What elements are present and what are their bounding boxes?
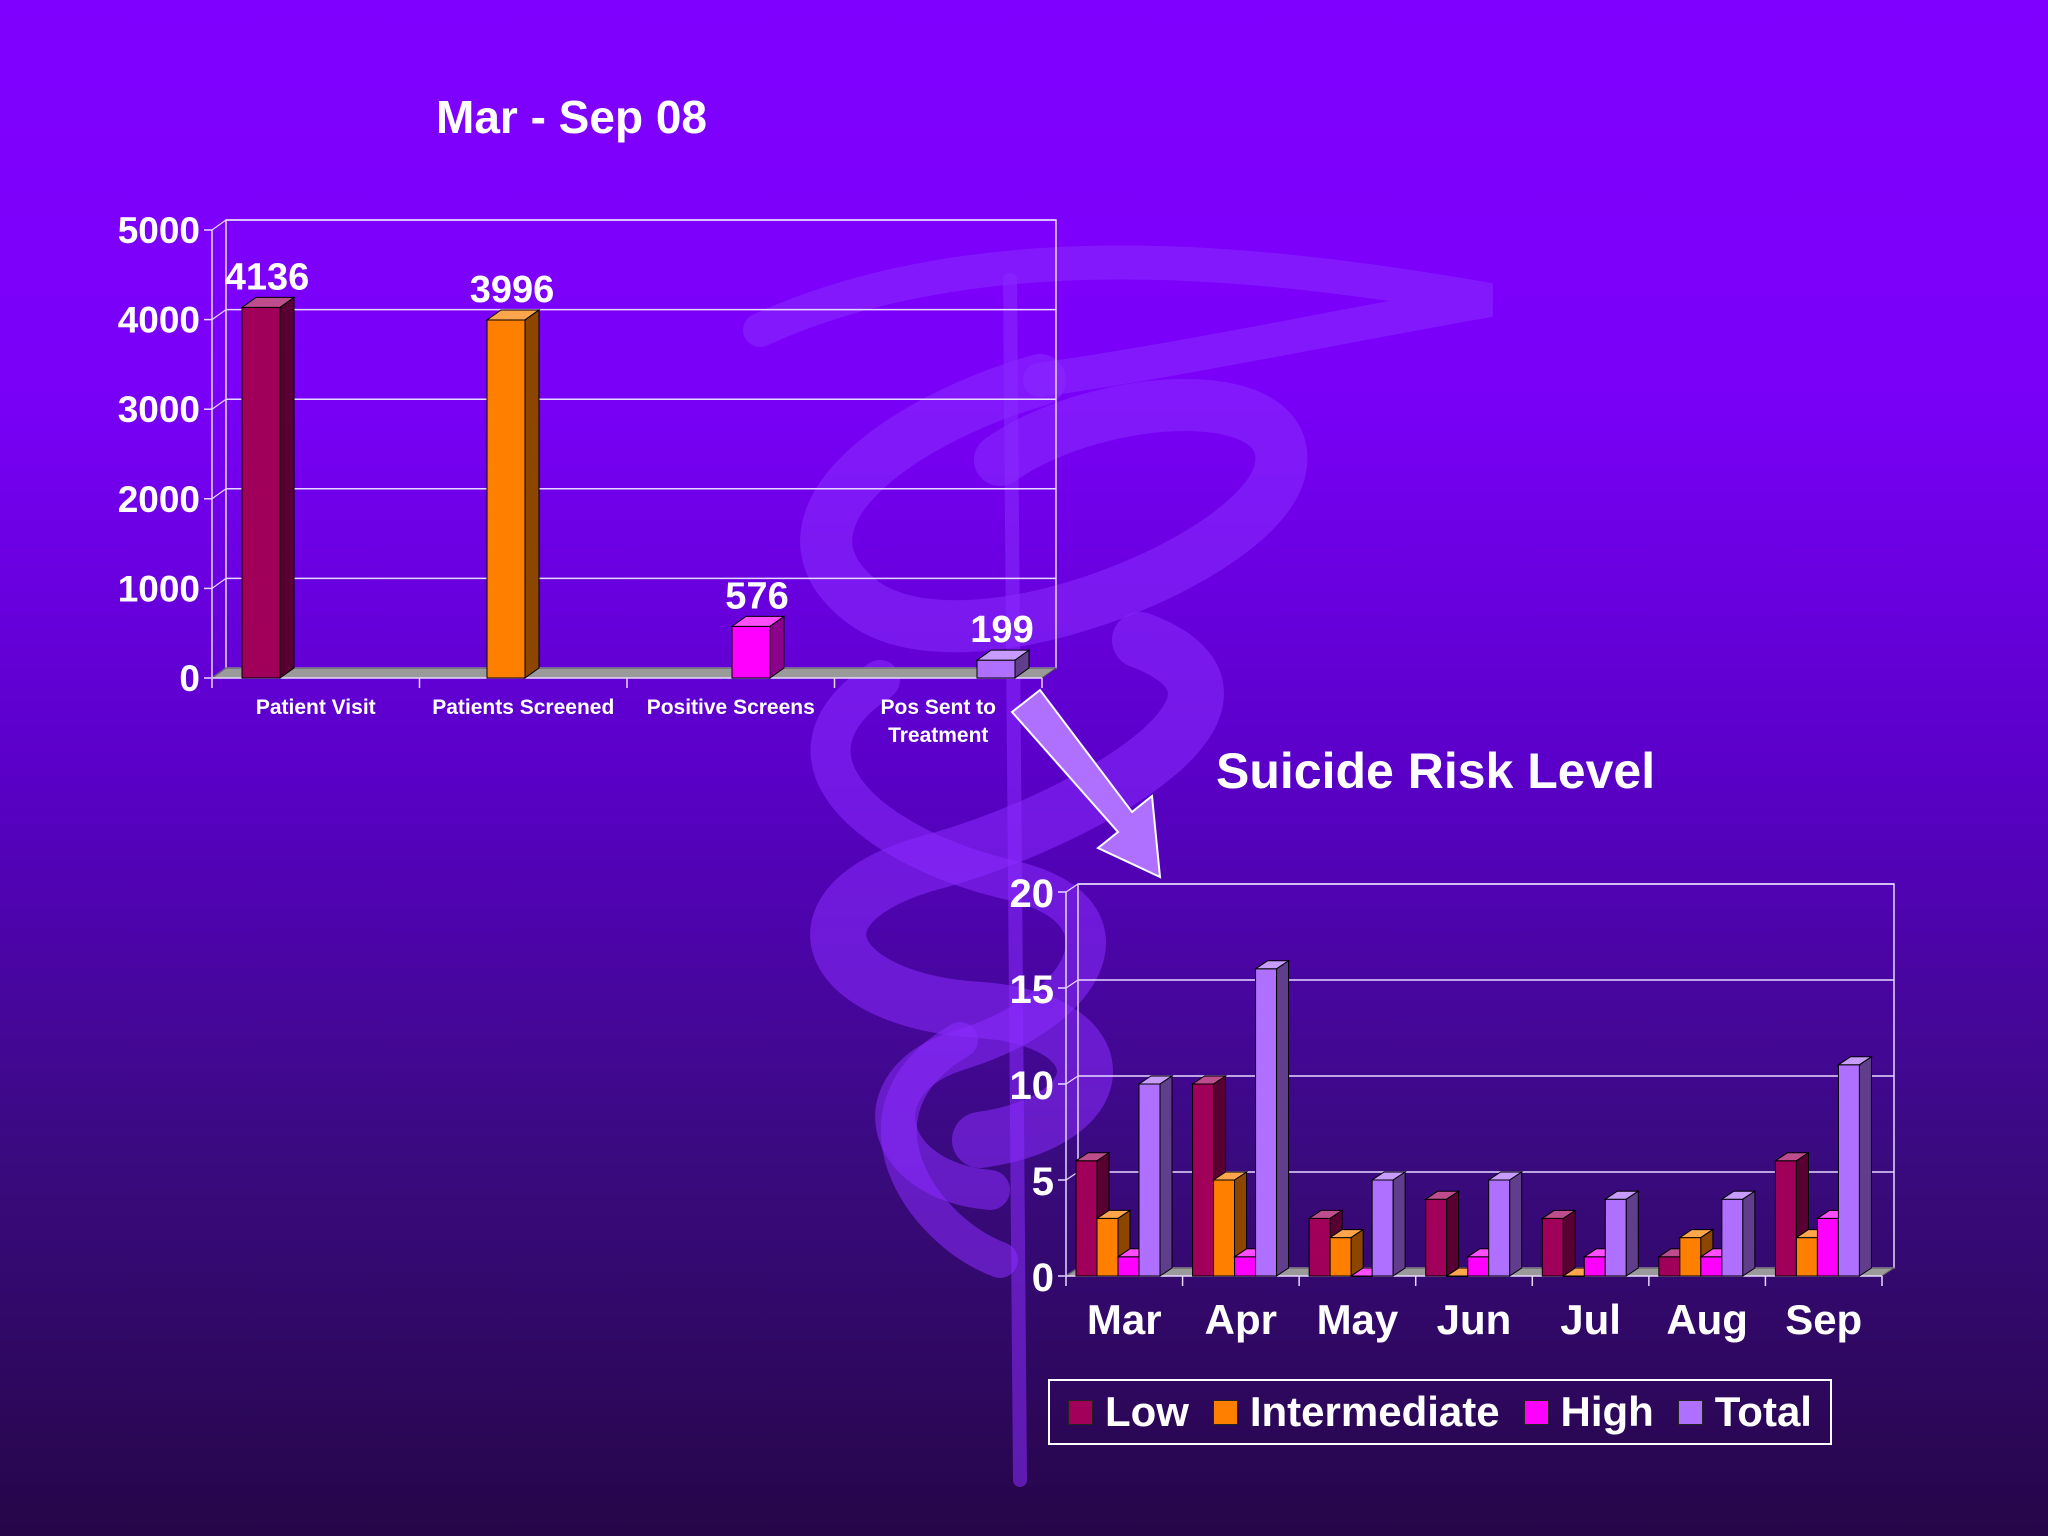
chart2-x-tick-label: May xyxy=(1317,1296,1399,1343)
chart1-x-tick-label: Pos Sent to Treatment xyxy=(880,696,996,747)
chart2-bar-total xyxy=(1836,1055,1874,1277)
chart1-bar xyxy=(975,649,1031,679)
chart1-y-tick-label: 5000 xyxy=(118,210,200,251)
chart1-tick-diag xyxy=(211,309,227,321)
chart1-tick-diag xyxy=(211,577,227,589)
chart2-y-tick-label: 10 xyxy=(1010,1064,1055,1108)
chart1-y-tick-label: 1000 xyxy=(118,568,200,609)
chart1-y-tick-label: 2000 xyxy=(118,479,200,520)
chart2-y-tick-label: 20 xyxy=(1010,872,1055,916)
chart2-bar-total-side xyxy=(1742,1190,1756,1277)
chart2-bar-total xyxy=(1603,1190,1640,1277)
chart1-x-tick-label: Positive Screens xyxy=(647,696,815,719)
chart2-bar-total xyxy=(1720,1190,1757,1277)
chart1-title: Mar - Sep 08 xyxy=(436,91,707,143)
chart2-tick-diag xyxy=(1065,1075,1079,1085)
chart2-legend: Low Intermediate High Total xyxy=(1048,1379,1832,1445)
chart2-y-tick-label: 5 xyxy=(1032,1160,1054,1204)
chart1-bar-front xyxy=(731,625,771,679)
chart1-data-label: 199 xyxy=(970,609,1033,651)
chart2-bar-total-side xyxy=(1858,1055,1872,1277)
chart1-bar-side xyxy=(524,308,540,679)
chart1-bar-front xyxy=(486,319,526,679)
chart1-data-label: 3996 xyxy=(470,269,555,311)
chart2-x-tick-label: Mar xyxy=(1087,1296,1162,1343)
chart2-bar-total xyxy=(1253,959,1291,1277)
chart1-bar-front xyxy=(241,306,281,679)
chart1-x-tick-label-line: Patient Visit xyxy=(256,696,376,719)
chart2-x-tick-label: Sep xyxy=(1785,1296,1862,1343)
chart2-bar-total-side xyxy=(1392,1171,1406,1277)
legend-swatch-total xyxy=(1677,1399,1703,1425)
legend-item-intermediate: Intermediate xyxy=(1212,1388,1500,1436)
chart2-bar-total-side xyxy=(1276,959,1290,1277)
legend-item-low: Low xyxy=(1067,1388,1189,1436)
chart2-bar-total xyxy=(1487,1171,1524,1277)
chart2-x-tick-label: Apr xyxy=(1205,1296,1277,1343)
chart2-y-tick-label: 0 xyxy=(1032,1256,1054,1300)
legend-label-total: Total xyxy=(1714,1388,1812,1435)
chart1-tick-diag xyxy=(211,398,227,410)
chart1-tick-diag xyxy=(211,488,227,500)
chart2-y-tick-label: 15 xyxy=(1010,968,1055,1012)
legend-label-intermediate: Intermediate xyxy=(1249,1388,1500,1435)
chart2-tick-diag xyxy=(1065,883,1079,893)
legend-swatch-high xyxy=(1523,1399,1549,1425)
chart2-bar-intermediate xyxy=(1328,1228,1365,1277)
chart1-bar xyxy=(730,615,786,679)
chart1-x-tick-label-line: Patients Screened xyxy=(432,696,614,719)
chart1-bar xyxy=(240,296,296,679)
chart1-y-tick-label: 4000 xyxy=(118,300,200,341)
legend-item-total: Total xyxy=(1677,1388,1812,1436)
chart1-y-tick-label: 0 xyxy=(179,658,200,699)
chart1-x-tick-label: Patients Screened xyxy=(432,696,614,719)
chart2-tick-diag xyxy=(1065,979,1079,989)
chart2-bar-total xyxy=(1137,1075,1174,1277)
chart1-data-label: 4136 xyxy=(225,256,310,298)
chart1-tick-diag xyxy=(211,219,227,231)
legend-swatch-intermediate xyxy=(1212,1399,1238,1425)
chart2-title: Suicide Risk Level xyxy=(1216,743,1656,799)
legend-swatch-low xyxy=(1067,1399,1093,1425)
chart1-x-tick-label-line: Pos Sent to xyxy=(880,696,996,719)
chart1-x-tick-label-line: Treatment xyxy=(888,724,988,747)
legend-label-low: Low xyxy=(1104,1388,1189,1435)
chart1-x-tick-label: Patient Visit xyxy=(256,696,376,719)
chart2-x-tick-label: Aug xyxy=(1666,1296,1748,1343)
chart2-bar-total-side xyxy=(1509,1171,1523,1277)
chart2-x-tick-label: Jun xyxy=(1437,1296,1512,1343)
chart2-x-tick-label: Jul xyxy=(1560,1296,1621,1343)
legend-item-high: High xyxy=(1523,1388,1654,1436)
chart2-bar-total xyxy=(1370,1171,1407,1277)
chart1-bar-side xyxy=(769,615,785,679)
chart1-x-tick-label-line: Positive Screens xyxy=(647,696,815,719)
chart2-bar-total-side xyxy=(1625,1190,1639,1277)
chart2-bar-total-side xyxy=(1159,1075,1173,1277)
chart1-data-label: 576 xyxy=(725,575,788,617)
chart1-bar-side xyxy=(1014,649,1030,679)
chart1-y-tick-label: 3000 xyxy=(118,389,200,430)
legend-label-high: High xyxy=(1560,1388,1654,1435)
chart2-bar-low xyxy=(1424,1190,1461,1277)
chart1-bar xyxy=(485,308,541,679)
chart1-bar-side xyxy=(279,296,295,679)
